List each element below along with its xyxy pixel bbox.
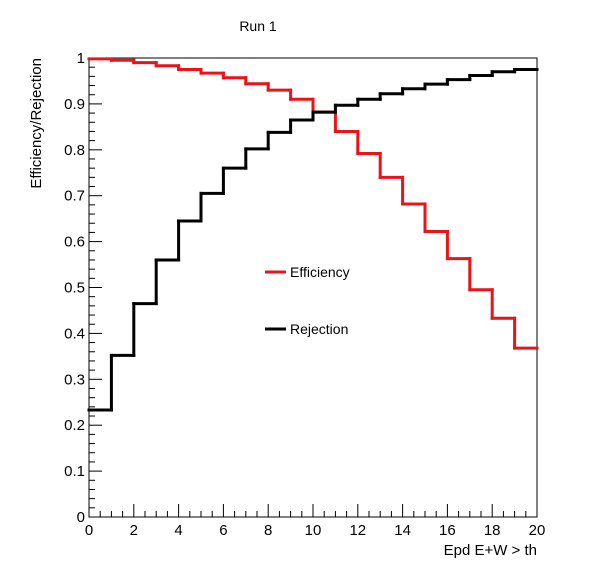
x-tick-label: 18	[484, 522, 501, 539]
x-tick-label: 2	[130, 522, 138, 539]
y-tick-label: 0.4	[64, 325, 85, 342]
y-tick-label: 0.6	[64, 234, 85, 251]
x-axis-title: Epd E+W > th	[444, 542, 537, 559]
y-tick-label: 0.2	[64, 417, 85, 434]
y-tick-label: 0.7	[64, 188, 85, 205]
x-tick-label: 16	[439, 522, 456, 539]
series-efficiency	[87, 57, 539, 350]
x-tick-label: 0	[85, 522, 93, 539]
x-tick-label: 12	[349, 522, 366, 539]
series-layer	[87, 57, 539, 412]
x-tick-label: 8	[264, 522, 272, 539]
y-tick-label: 1	[77, 50, 85, 67]
chart-title: Run 1	[239, 18, 277, 34]
y-axis-title: Efficiency/Rejection	[28, 58, 45, 189]
y-tick-label: 0.8	[64, 142, 85, 159]
y-tick-label: 0.1	[64, 463, 85, 480]
legend-label-efficiency: Efficiency	[290, 264, 350, 280]
legend-label-rejection: Rejection	[290, 321, 348, 337]
x-tick-label: 6	[219, 522, 227, 539]
series-rejection	[87, 67, 539, 412]
x-tick-label: 14	[394, 522, 411, 539]
legend: Efficiency Rejection	[265, 264, 350, 337]
x-axis: 0 2 4 6 8 10 12 14 16 18 20	[85, 504, 546, 539]
x-tick-label: 4	[174, 522, 182, 539]
y-tick-label: 0.3	[64, 371, 85, 388]
y-tick-label: 0.9	[64, 96, 85, 113]
y-tick-label: 0	[77, 509, 85, 526]
x-tick-label: 20	[529, 522, 546, 539]
y-tick-label: 0.5	[64, 280, 85, 297]
x-tick-label: 10	[305, 522, 322, 539]
y-axis: 0 0.1 0.2 0.3 0.4 0.5 0.6 0.7 0.8 0.9 1	[64, 50, 102, 526]
